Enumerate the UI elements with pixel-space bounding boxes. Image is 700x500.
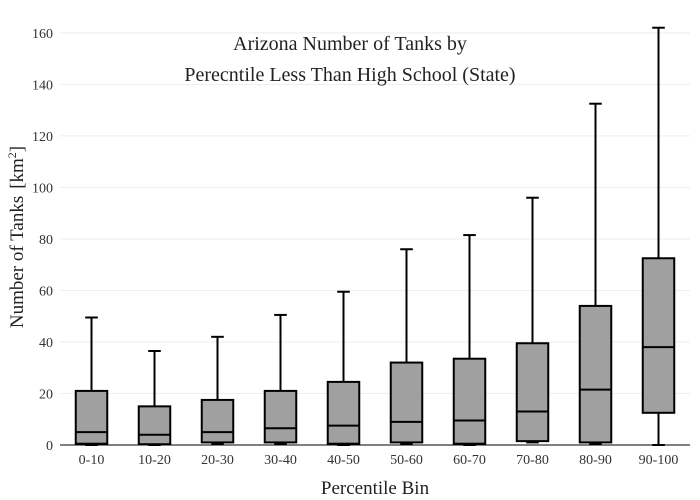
x-tick-label: 70-80: [516, 453, 549, 468]
y-axis-title-text: Number of Tanks: [7, 196, 28, 328]
iqr-box: [74, 389, 109, 445]
chart-title-line-2: Perecntile Less Than High School (State): [184, 64, 515, 86]
y-tick-label: 160: [32, 27, 53, 42]
x-tick-label: 10-20: [138, 453, 171, 468]
x-tick-labels: 0-10 10-20 20-30 30-40 40-50 50-60 60-70 70-80 8…: [79, 453, 679, 468]
box-80-90: [578, 102, 613, 445]
box-90-100: [641, 26, 676, 446]
chart-title-line-1: Arizona Number of Tanks by: [233, 33, 467, 55]
box-40-50: [326, 290, 361, 446]
y-axis-unit-sup: 2: [5, 152, 19, 158]
iqr-box: [137, 405, 172, 446]
y-tick-label: 140: [32, 78, 53, 93]
y-tick-label: 20: [39, 387, 53, 402]
iqr-box: [641, 257, 676, 414]
y-tick-label: 80: [39, 233, 53, 248]
y-tick-label: 120: [32, 130, 53, 145]
gridlines: [60, 32, 690, 394]
y-tick-label: 60: [39, 284, 53, 299]
x-tick-label: 30-40: [264, 453, 297, 468]
iqr-box: [452, 357, 487, 445]
iqr-box: [263, 389, 298, 444]
box-0-10: [74, 316, 109, 446]
y-tick-label: 100: [32, 181, 53, 196]
boxes: [74, 26, 676, 446]
box-50-60: [389, 248, 424, 445]
y-axis-unit-close: ]: [7, 146, 28, 152]
iqr-box: [578, 304, 613, 444]
y-tick-label: 0: [46, 439, 53, 454]
y-tick-label: 40: [39, 336, 53, 351]
y-axis-title: Number of Tanks [km2]: [5, 146, 28, 328]
y-axis-unit-base: [km: [7, 158, 28, 189]
x-tick-label: 0-10: [79, 453, 105, 468]
x-tick-label: 90-100: [639, 453, 679, 468]
x-tick-label: 50-60: [390, 453, 423, 468]
y-tick-labels: 0 20 40 60 80 100 120 140 160: [32, 27, 53, 454]
box-30-40: [263, 313, 298, 445]
iqr-box: [200, 398, 235, 444]
box-10-20: [137, 349, 172, 446]
iqr-box: [515, 342, 550, 443]
iqr-box: [326, 380, 361, 445]
x-tick-label: 60-70: [453, 453, 486, 468]
x-tick-label: 80-90: [579, 453, 612, 468]
box-70-80: [515, 196, 550, 444]
iqr-box: [389, 361, 424, 444]
box-60-70: [452, 234, 487, 446]
x-axis-title: Percentile Bin: [321, 478, 430, 499]
x-tick-label: 20-30: [201, 453, 234, 468]
x-tick-label: 40-50: [327, 453, 360, 468]
box-20-30: [200, 335, 235, 445]
